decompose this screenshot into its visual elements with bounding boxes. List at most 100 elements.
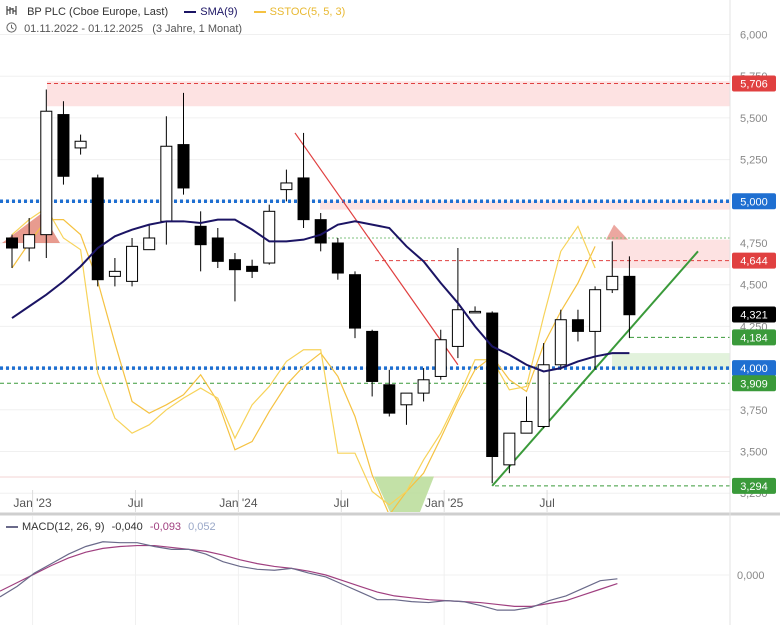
macd-legend-swatch <box>6 526 18 529</box>
candles-layer <box>6 89 636 484</box>
level-label: 4,321 <box>732 306 776 323</box>
candle-body <box>57 114 70 177</box>
candle-body <box>400 392 413 406</box>
x-tick-label: Jan '24 <box>219 496 258 510</box>
candle <box>486 311 499 484</box>
macd-legend-value-3: 0,052 <box>188 521 216 533</box>
y-tick-label: 5,250 <box>740 155 768 167</box>
candle-body <box>366 330 379 382</box>
level-label: 5,706 <box>732 75 776 92</box>
macd-signal-line <box>0 544 618 607</box>
resistance-zone <box>612 239 730 269</box>
sma-layer <box>11 218 630 373</box>
level-label-text: 5,706 <box>740 79 768 91</box>
instrument-name: BP PLC (Cboe Europe, Last) <box>27 5 169 18</box>
candle-body <box>434 339 447 377</box>
level-label: 4,644 <box>732 252 776 269</box>
candle <box>366 329 379 397</box>
level-label: 4,000 <box>732 360 776 377</box>
candle-body <box>280 182 293 191</box>
candle-body <box>160 145 173 222</box>
level-label: 3,294 <box>732 477 776 494</box>
candle-body <box>349 274 361 329</box>
candle-body <box>297 177 310 221</box>
candle <box>6 234 18 269</box>
sma-legend-swatch <box>184 11 197 13</box>
candle-body <box>503 432 516 466</box>
support-zone <box>612 353 730 370</box>
level-label-text: 4,000 <box>740 363 768 375</box>
candle <box>108 258 121 287</box>
macd-legend-value-1: -0,040 <box>111 521 143 533</box>
candle <box>263 204 276 265</box>
level-label-box <box>732 306 776 323</box>
candle <box>469 306 482 314</box>
candle-body <box>331 242 344 274</box>
candle-body <box>194 225 207 246</box>
level-label-text: 4,644 <box>740 256 768 268</box>
candle <box>126 237 139 287</box>
candle <box>91 174 104 287</box>
sstoc-legend-label: SSTOC(5, 5, 3) <box>269 5 346 18</box>
candle-body <box>537 364 550 427</box>
chart-settings-icon[interactable] <box>6 5 18 19</box>
macd-legend-value-2: -0,093 <box>149 521 182 533</box>
candle-body <box>383 384 396 414</box>
level-label-box <box>732 193 776 210</box>
level-label-box <box>732 360 776 377</box>
candle <box>434 329 447 380</box>
candle-body <box>417 379 430 394</box>
level-label-text: 4,321 <box>740 310 768 322</box>
x-axis: Jan '23 Jul Jan '24 Jul Jan '25 Jul <box>13 496 554 510</box>
period-label: (3 Jahre, 1 Monat) <box>152 22 243 35</box>
y-axis: 6,0005,7505,5005,2505,0004,7504,5004,250… <box>740 30 768 501</box>
zone-line <box>0 476 730 478</box>
candle <box>228 253 241 302</box>
level-label-text: 5,000 <box>740 196 768 208</box>
candle <box>40 89 53 259</box>
level-label: 4,184 <box>732 329 776 346</box>
x-tick-label: Jan '23 <box>13 496 52 510</box>
candle <box>383 369 396 417</box>
candle-body <box>6 237 18 249</box>
y-tick-label: 4,750 <box>740 238 768 250</box>
candle-body <box>246 265 259 272</box>
candle-body <box>571 319 584 332</box>
level-label-box <box>732 375 776 392</box>
x-tick-label: Jul <box>539 496 554 510</box>
macd-legend-label: MACD(12, 26, 9) <box>22 521 105 533</box>
candle <box>503 432 516 474</box>
resistance-zone <box>47 81 730 107</box>
clock-icon <box>6 22 17 36</box>
candle <box>331 237 344 280</box>
zones-layer <box>0 81 730 512</box>
candle <box>571 309 584 342</box>
candle <box>623 256 636 339</box>
candle <box>606 241 619 294</box>
candle-body <box>143 237 156 251</box>
level-labels: 5,706 5,000 4,644 4,321 4,184 4,000 3,909 3,294 <box>732 75 776 494</box>
resistance-zone <box>320 201 730 210</box>
macd-tick-label: 0,000 <box>737 570 765 582</box>
level-label-box <box>732 75 776 92</box>
chart-header: BP PLC (Cboe Europe, Last) SMA(9) SSTOC(… <box>0 0 730 40</box>
candle <box>349 271 361 339</box>
date-range: 01.11.2022 - 01.12.2025 <box>24 22 144 35</box>
candle-body <box>108 270 121 277</box>
level-label-box <box>732 252 776 269</box>
y-tick-label: 4,500 <box>740 280 768 292</box>
level-label-text: 3,909 <box>740 378 768 390</box>
candle-body <box>520 420 533 434</box>
candle <box>520 396 533 434</box>
x-tick-label: Jan '25 <box>425 496 464 510</box>
level-label: 3,909 <box>732 375 776 392</box>
x-tick-label: Jul <box>334 496 349 510</box>
macd-y-axis: 0,000 <box>737 570 765 582</box>
candle-body <box>623 275 636 316</box>
candle <box>194 211 207 272</box>
candle <box>400 392 413 425</box>
macd-line <box>0 541 618 611</box>
candle <box>143 224 156 251</box>
candle-body <box>263 210 276 264</box>
